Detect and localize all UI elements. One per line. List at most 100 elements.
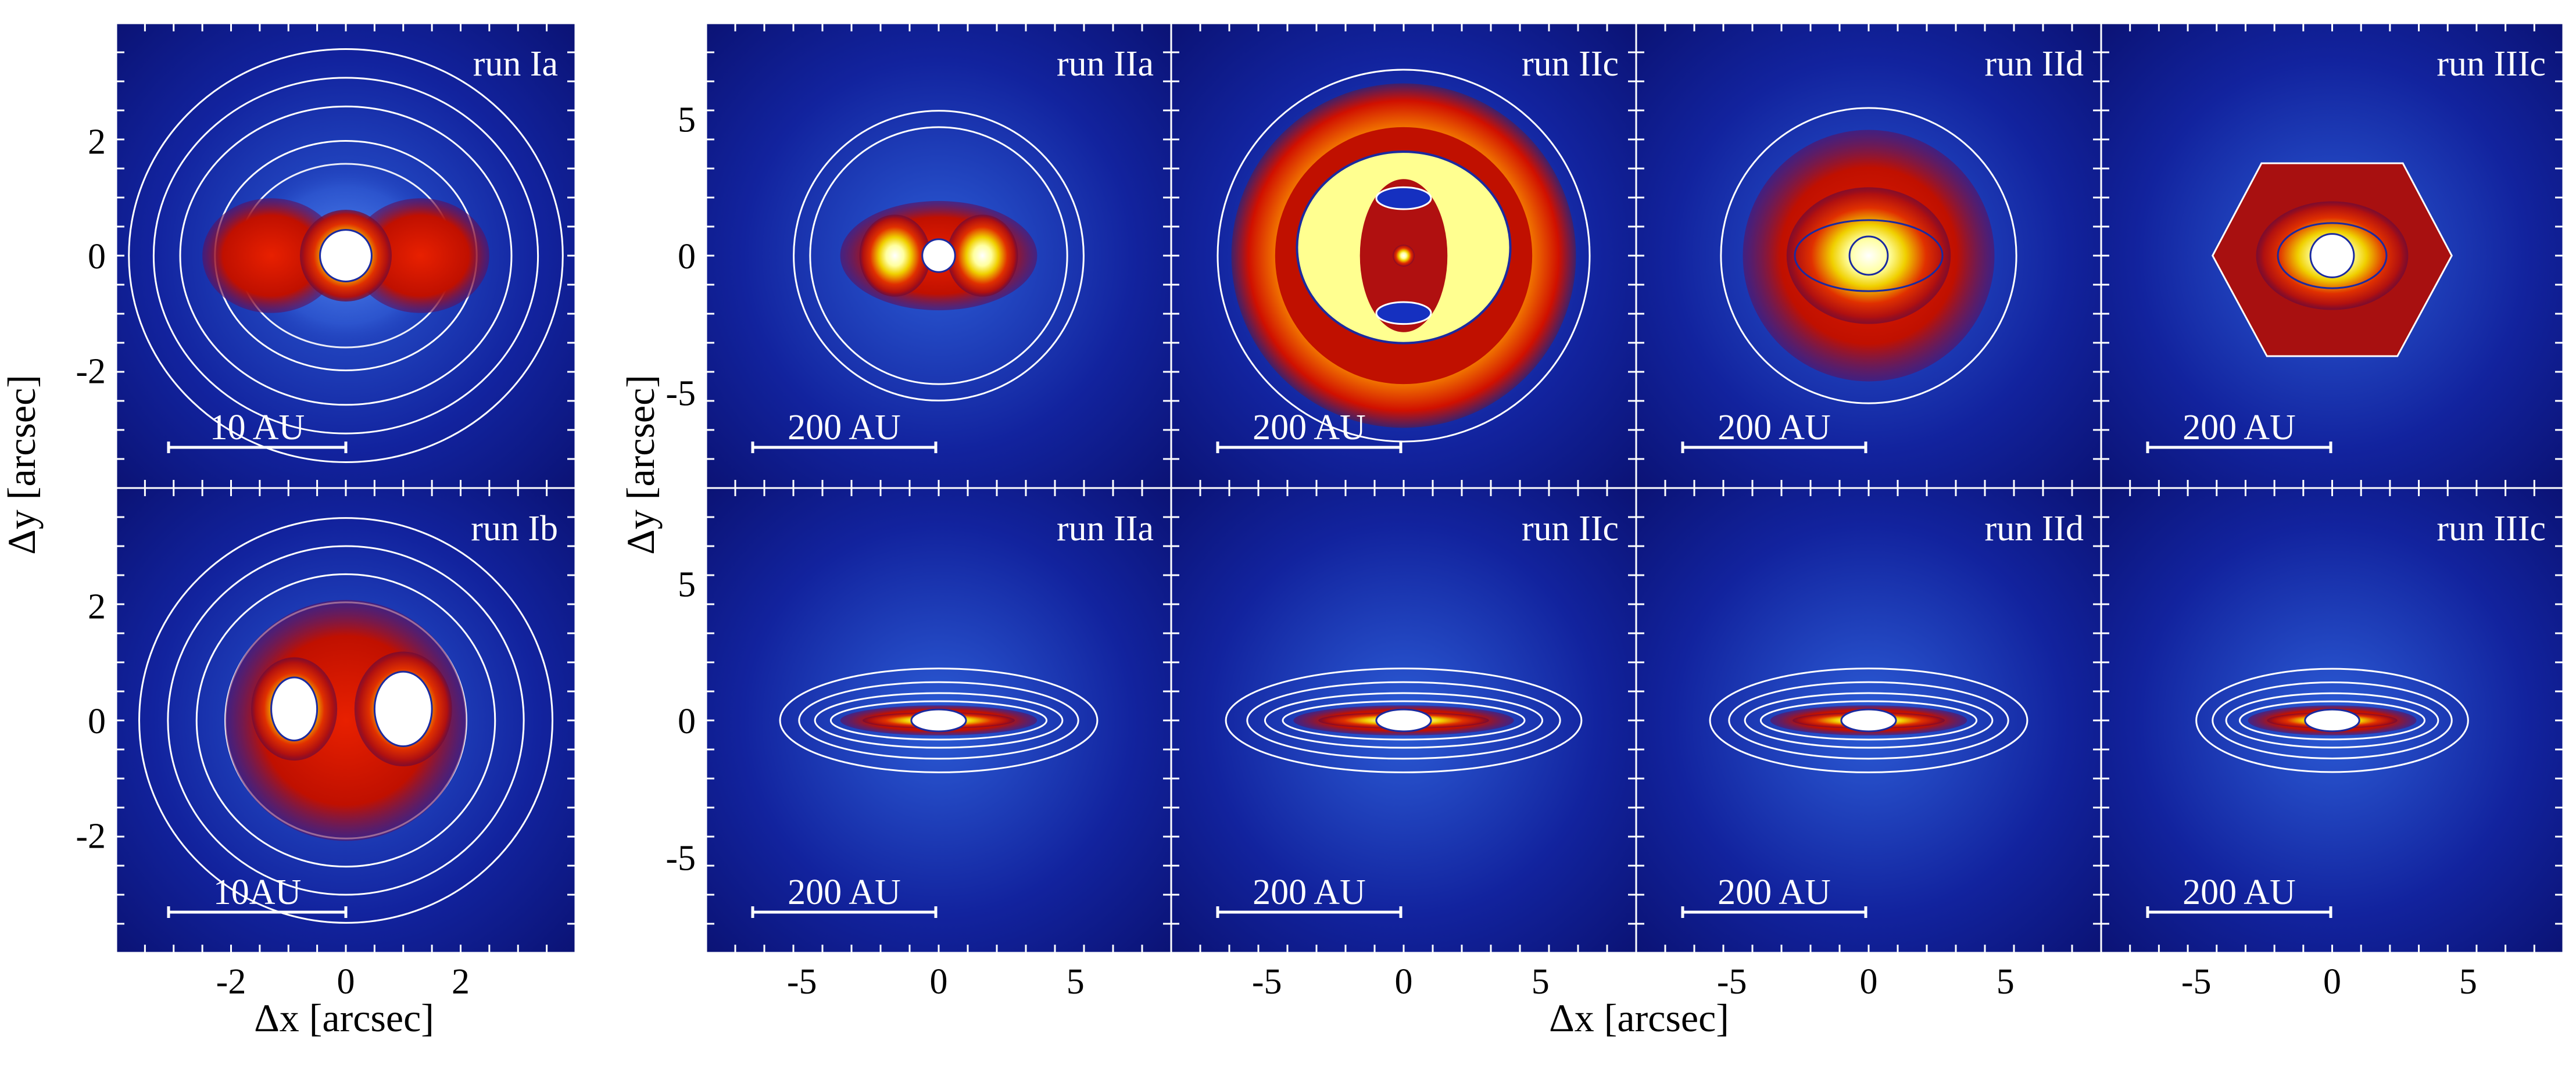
panel-run-iia-face-on: run IIa 200 AU 5 0 -5 [666,22,1172,489]
blob-left [859,214,931,297]
panel-run-iic-edge-on: run IIc 200 AU -5 0 5 [1170,487,1637,1002]
scale-bar-label: 200 AU [788,408,901,447]
x-tick-label: -5 [787,962,817,1002]
contour-line [779,668,1099,773]
contour-line [1728,681,2009,760]
hole-bottom [1375,301,1432,325]
x-tick-label: 5 [1532,962,1550,1002]
right-y-axis-label: Δy [arcsec] [618,375,663,555]
y-tick-label: -5 [666,838,696,878]
run-label: run IIa [1057,44,1154,84]
contour-line [179,105,513,406]
run-label: run IIIc [2437,509,2546,548]
y-tick-label: 0 [88,237,106,277]
y-tick-label: 5 [678,101,696,140]
x-tick-label: 0 [930,962,948,1002]
left-y-axis-label: Δy [arcsec] [0,375,44,555]
run-label: run IIa [1057,509,1154,548]
run-label: run IId [1985,509,2084,548]
x-tick-label: -5 [1717,962,1747,1002]
run-label: run IIc [1522,44,1619,84]
blob-right [947,214,1018,297]
scale-bar-label: 10 AU [210,408,305,447]
scale-bar-label: 10AU [213,873,302,912]
contour-line [167,545,525,896]
scale-bar-label: 200 AU [1253,873,1366,912]
scale-bar-label: 200 AU [2183,873,2296,912]
core [1848,235,1889,276]
x-tick-label: -5 [2181,962,2212,1002]
run-label: run Ia [473,44,558,84]
contour-line [1709,668,2028,773]
contour-line [2212,681,2453,759]
x-tick-label: -5 [1252,962,1282,1002]
panel-run-iid-face-on: run IId 200 AU [1635,22,2102,489]
y-tick-label: -2 [76,817,106,856]
panel-run-iiic-edge-on: run IIIc 200 AU -5 0 5 [2100,487,2564,1002]
contour-line [128,48,564,463]
scale-bar-label: 200 AU [1253,408,1366,447]
contour-line [798,681,1079,760]
lobe-right [351,198,489,313]
contour-line [814,692,1064,749]
core-contour [319,229,373,282]
contour-line [793,110,1085,401]
contour-line [152,77,539,435]
contour-line [1282,700,1526,741]
right-x-axis-label: Δx [arcsec] [1549,996,1729,1040]
y-tick-label: -2 [76,352,106,392]
y-tick-label: 0 [88,702,106,741]
scale-bar-label: 200 AU [1718,408,1831,447]
contour-line [195,573,496,868]
scale-bar-label: 200 AU [1718,873,1831,912]
contour-left [270,676,319,742]
x-tick-label: 0 [1395,962,1413,1002]
x-tick-label: 5 [2459,962,2477,1002]
scale-bar-label: 200 AU [2183,408,2296,447]
run-label: run Ib [471,509,558,548]
panel-run-iia-edge-on: run IIa 200 AU 5 0 -5 -5 0 5 [666,487,1172,1002]
contour-line [2195,668,2469,773]
core [2304,708,2360,733]
contour-line [1264,692,1544,749]
run-label: run IIIc [2437,44,2546,84]
x-tick-label: 5 [1067,962,1085,1002]
x-tick-label: 0 [1860,962,1878,1002]
left-x-axis-label: Δx [arcsec] [254,996,434,1040]
scale-bar-label: 200 AU [788,873,901,912]
y-tick-label: -5 [666,374,696,413]
contour-line [829,700,1048,741]
inner-contour [2277,222,2388,289]
contour-line [1225,668,1583,773]
lobe-left [202,198,341,313]
x-tick-label: 2 [452,962,470,1002]
inner-contour [1794,219,1944,292]
core [910,708,967,733]
x-tick-label: -2 [216,962,246,1002]
y-tick-label: 5 [678,565,696,605]
panel-run-ib-map: run Ib 10AU 2 0 -2 -2 0 2 [76,487,577,1002]
run-label: run IId [1985,44,2084,84]
panel-run-iic-face-on: run IIc 200 AU [1170,22,1637,489]
y-tick-label: 0 [678,702,696,741]
contour-line [1759,700,1978,741]
x-tick-label: 0 [2323,962,2341,1002]
core [2309,233,2355,278]
contour-right [373,670,433,747]
hole-top [1375,186,1432,210]
x-tick-label: 5 [1997,962,2015,1002]
contour-line [138,517,553,924]
contour-line [1744,692,1994,749]
contour-line [2239,700,2425,741]
y-tick-label: 0 [678,237,696,277]
core [1393,245,1415,267]
core [921,238,956,273]
core [1375,708,1432,733]
contour-line [2225,692,2439,749]
panel-run-iiic-face-on: run IIIc 200 AU [2100,22,2564,489]
core [1840,708,1897,733]
y-tick-label: 2 [88,123,106,162]
bright-region [1786,187,1951,324]
